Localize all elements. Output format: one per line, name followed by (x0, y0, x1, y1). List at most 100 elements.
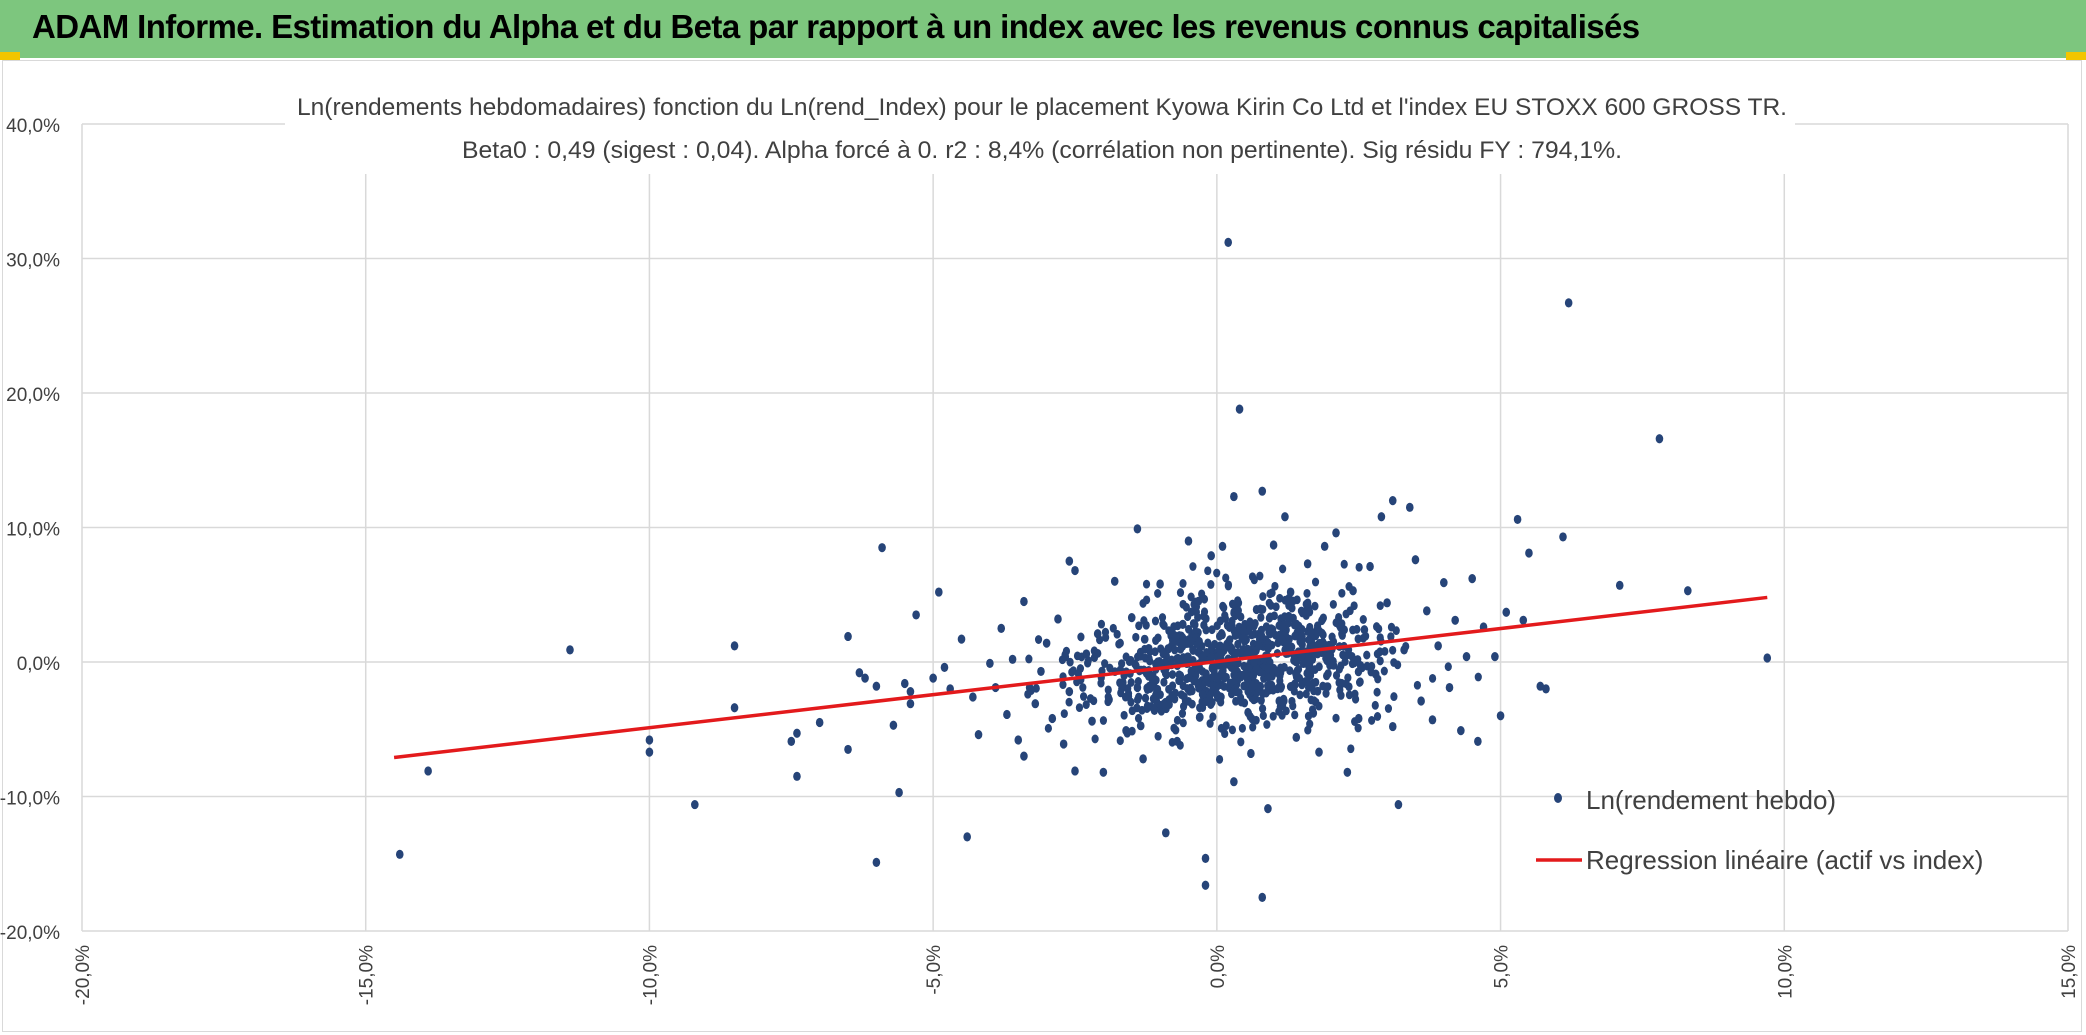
data-point (1292, 732, 1301, 742)
data-point (844, 631, 852, 642)
cloud-point (1368, 716, 1376, 725)
data-point (1462, 652, 1471, 662)
cloud-point (1143, 701, 1152, 711)
data-point (1241, 669, 1250, 679)
data-point (1468, 574, 1476, 584)
data-point (1008, 654, 1017, 664)
cloud-point (1340, 559, 1348, 569)
y-tick-label: -20,0% (0, 923, 60, 944)
data-point (1337, 678, 1346, 689)
cloud-point (1155, 657, 1164, 666)
cloud-point (1279, 637, 1287, 647)
cloud-point (1116, 736, 1124, 746)
cloud-point (1330, 660, 1338, 670)
cloud-point (1249, 671, 1258, 681)
cloud-point (1228, 616, 1236, 626)
cloud-point (1354, 723, 1362, 733)
data-point (929, 673, 937, 683)
cloud-point (1288, 696, 1296, 706)
cloud-point (1273, 684, 1282, 694)
cloud-point (1291, 710, 1299, 720)
data-point (1127, 613, 1136, 623)
cloud-point (1073, 651, 1082, 661)
cloud-point (1090, 696, 1098, 706)
data-point (974, 730, 983, 740)
cloud-point (1176, 588, 1185, 597)
cloud-point (1221, 729, 1229, 739)
cloud-point (1182, 602, 1190, 612)
cloud-point (1222, 642, 1230, 652)
cloud-point (1355, 562, 1363, 572)
cloud-point (1179, 636, 1187, 646)
corner-marker-top-right (2066, 52, 2086, 60)
data-point (1281, 512, 1289, 522)
cloud-point (1246, 621, 1254, 631)
cloud-point (1034, 635, 1043, 644)
cloud-point (1285, 601, 1293, 610)
data-point (1615, 580, 1624, 590)
legend-label-regression: Regression linéaire (actif vs index) (1586, 845, 1983, 875)
cloud-point (1179, 579, 1187, 588)
cloud-point (1138, 705, 1146, 715)
cloud-point (1376, 656, 1384, 666)
cloud-point (1315, 662, 1323, 672)
cloud-point (1250, 657, 1258, 667)
data-point (787, 736, 796, 746)
cloud-point (1202, 669, 1210, 679)
cloud-point (1264, 643, 1272, 653)
cloud-point (1338, 588, 1346, 598)
cloud-point (1044, 723, 1052, 733)
chart-frame (2, 60, 2082, 1032)
data-point (1388, 721, 1397, 732)
cloud-point (1206, 719, 1214, 728)
cloud-point (1284, 618, 1292, 628)
data-point (1394, 799, 1403, 810)
cloud-point (1124, 691, 1133, 701)
cloud-point (1185, 624, 1193, 634)
cloud-point (1348, 659, 1357, 669)
data-point (889, 720, 898, 730)
cloud-point (1176, 675, 1184, 685)
title-bar: ADAM Informe. Estimation du Alpha et du … (0, 0, 2086, 58)
data-point (986, 658, 994, 668)
cloud-point (1389, 645, 1397, 655)
regression-line (393, 595, 1768, 760)
cloud-point (1171, 645, 1179, 655)
cloud-point (1354, 634, 1362, 644)
cloud-point (1387, 632, 1395, 642)
cloud-point (1373, 687, 1381, 697)
data-point (1502, 607, 1511, 617)
cloud-point (1257, 696, 1265, 705)
cloud-point (1195, 636, 1203, 646)
cloud-point (1304, 725, 1312, 735)
data-point (1371, 669, 1380, 679)
legend: Ln(rendement hebdo) Regression linéaire (… (1536, 785, 1983, 875)
cloud-point (1208, 625, 1216, 635)
cloud-point (1160, 677, 1168, 687)
data-point (912, 610, 920, 620)
data-point (1122, 725, 1130, 736)
cloud-point (1171, 688, 1179, 698)
data-point (1144, 643, 1153, 654)
cloud-point (1387, 622, 1396, 632)
cloud-point (1065, 697, 1073, 707)
data-point (1020, 751, 1028, 761)
cloud-point (1132, 661, 1140, 671)
data-point (1071, 766, 1079, 776)
data-point (1320, 541, 1329, 551)
data-point (1173, 736, 1181, 746)
y-tick-label: 30,0% (6, 251, 60, 272)
legend-label-points: Ln(rendement hebdo) (1586, 785, 1836, 815)
cloud-point (1135, 621, 1143, 631)
cloud-point (1315, 701, 1323, 711)
data-point (1332, 528, 1340, 538)
cloud-point (1323, 682, 1331, 692)
cloud-point (1373, 712, 1382, 721)
cloud-point (1204, 566, 1212, 576)
data-point (1133, 524, 1142, 534)
cloud-point (1118, 684, 1126, 693)
data-point (1383, 598, 1391, 608)
cloud-point (1099, 716, 1108, 725)
data-point (1451, 615, 1459, 625)
cloud-point (1079, 683, 1087, 692)
